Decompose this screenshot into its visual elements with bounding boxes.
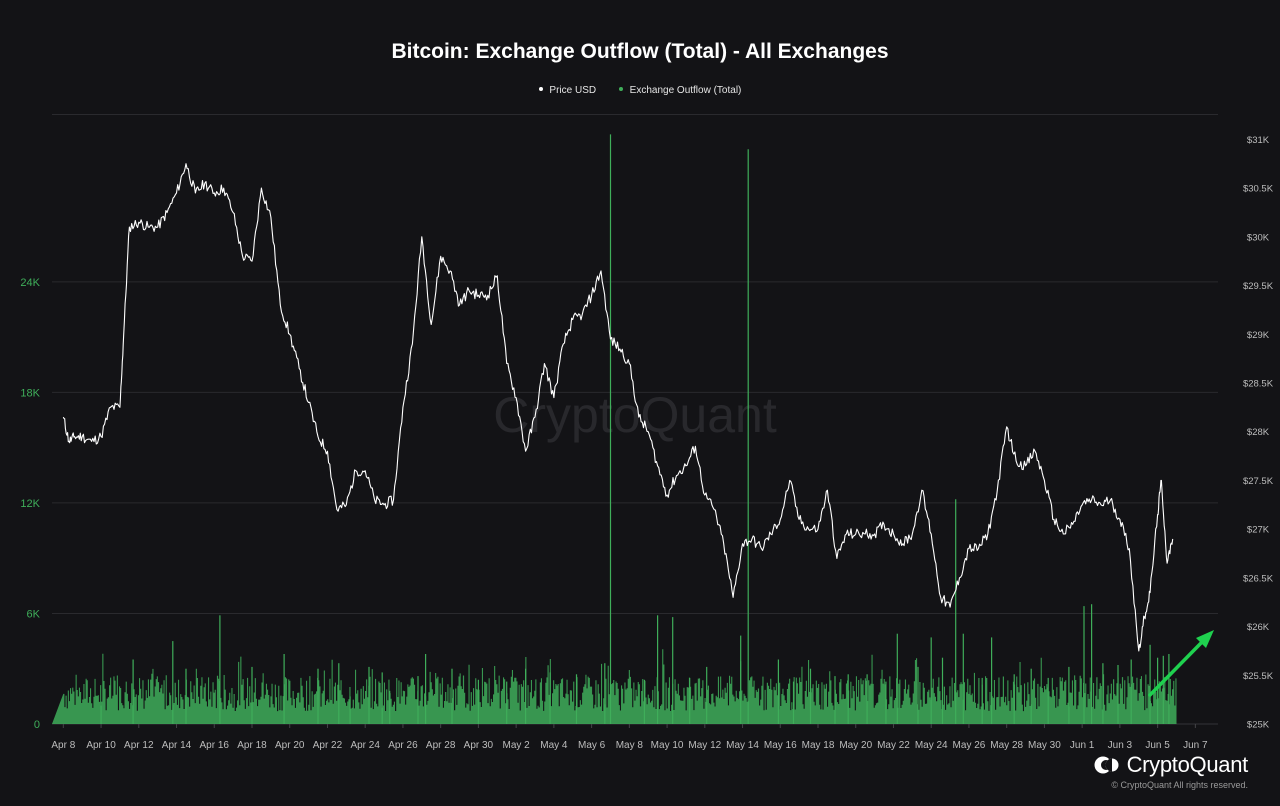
x-tick-label: May 22 [877,740,910,751]
x-tick-label: Apr 28 [426,740,456,751]
grid-lines [52,281,1218,725]
x-tick-label: May 2 [503,740,531,751]
cryptoquant-logo-icon [1094,755,1120,775]
x-tick-label: May 8 [616,740,644,751]
brand[interactable]: CryptoQuant [1094,752,1248,778]
x-tick-label: Jun 3 [1108,740,1133,751]
x-tick-label: Apr 14 [162,740,192,751]
x-axis-ticks: Apr 8 Apr 10 Apr 12 Apr 14 Apr 16 Apr 18 Apr 2… [51,724,1208,751]
x-tick-label: Apr 10 [86,740,116,751]
x-tick-label: Apr 30 [464,740,494,751]
trend-arrow-head [1196,630,1214,648]
x-tick-label: Apr 12 [124,740,154,751]
outflow-bars [52,649,1177,724]
x-tick-label: Jun 7 [1183,740,1208,751]
legend-dot-outflow [618,87,623,92]
x-tick-label: Apr 24 [350,740,380,751]
outflow-baseline-area [52,649,1177,724]
watermark-text: CryptoQuant [493,387,777,443]
x-tick-label: Apr 20 [275,740,305,751]
plot-top-border [52,114,1218,115]
right-tick-label: $25K [1247,720,1270,731]
legend-item-price[interactable]: Price USD [538,85,597,96]
legend-dot-price [538,87,543,92]
x-tick-label: Apr 26 [388,740,418,751]
left-tick-label: 12K [20,498,40,510]
right-tick-label: $26K [1247,622,1270,633]
right-tick-label: $28K [1247,427,1270,438]
right-tick-label: $30.5K [1243,184,1274,195]
right-tick-label: $27K [1247,525,1270,536]
trend-arrow-shaft [1148,638,1206,697]
x-tick-label: May 30 [1028,740,1061,751]
trend-arrow [1148,630,1214,697]
x-tick-label: May 12 [688,740,721,751]
right-tick-label: $28.5K [1243,378,1274,389]
right-tick-label: $26.5K [1243,573,1274,584]
left-tick-label: 24K [20,277,40,289]
x-tick-label: May 26 [953,740,986,751]
left-axis-ticks: 0 6K 12K 18K 24K [20,277,40,731]
legend-label-outflow: Exchange Outflow (Total) [629,85,742,96]
x-tick-label: Apr 18 [237,740,267,751]
x-tick-label: Jun 5 [1145,740,1170,751]
left-tick-label: 6K [27,608,41,620]
outflow-spikes [100,134,1170,724]
price-line [62,163,1174,652]
chart-title: Bitcoin: Exchange Outflow (Total) - All … [391,40,889,63]
x-tick-label: May 14 [726,740,759,751]
brand-name: CryptoQuant [1126,752,1249,777]
x-tick-label: May 16 [764,740,797,751]
legend-item-outflow[interactable]: Exchange Outflow (Total) [618,85,742,96]
x-tick-label: Apr 22 [313,740,343,751]
left-tick-label: 0 [34,719,40,731]
right-axis-ticks: $25K $25.5K $26K $26.5K $27K $27.5K $28K $28.5K… [1243,135,1274,731]
x-tick-label: Jun 1 [1070,740,1095,751]
x-tick-label: Apr 16 [200,740,230,751]
x-tick-label: May 4 [540,740,568,751]
x-tick-label: May 28 [990,740,1023,751]
right-tick-label: $29.5K [1243,281,1274,292]
x-tick-label: Apr 8 [51,740,75,751]
price-line-group [62,163,1174,652]
x-tick-label: May 6 [578,740,606,751]
right-tick-label: $25.5K [1243,671,1274,682]
x-tick-label: May 20 [839,740,872,751]
right-tick-label: $27.5K [1243,476,1274,487]
x-tick-label: May 24 [915,740,948,751]
x-tick-label: May 18 [802,740,835,751]
copyright-text: © CryptoQuant All rights reserved. [1111,780,1248,790]
right-tick-label: $30K [1247,232,1270,243]
left-tick-label: 18K [20,387,40,399]
right-tick-label: $31K [1247,135,1270,146]
legend-label-price: Price USD [549,85,597,96]
legend: Price USD Exchange Outflow (Total) [0,85,1280,96]
right-tick-label: $29K [1247,330,1270,341]
x-tick-label: May 10 [651,740,684,751]
